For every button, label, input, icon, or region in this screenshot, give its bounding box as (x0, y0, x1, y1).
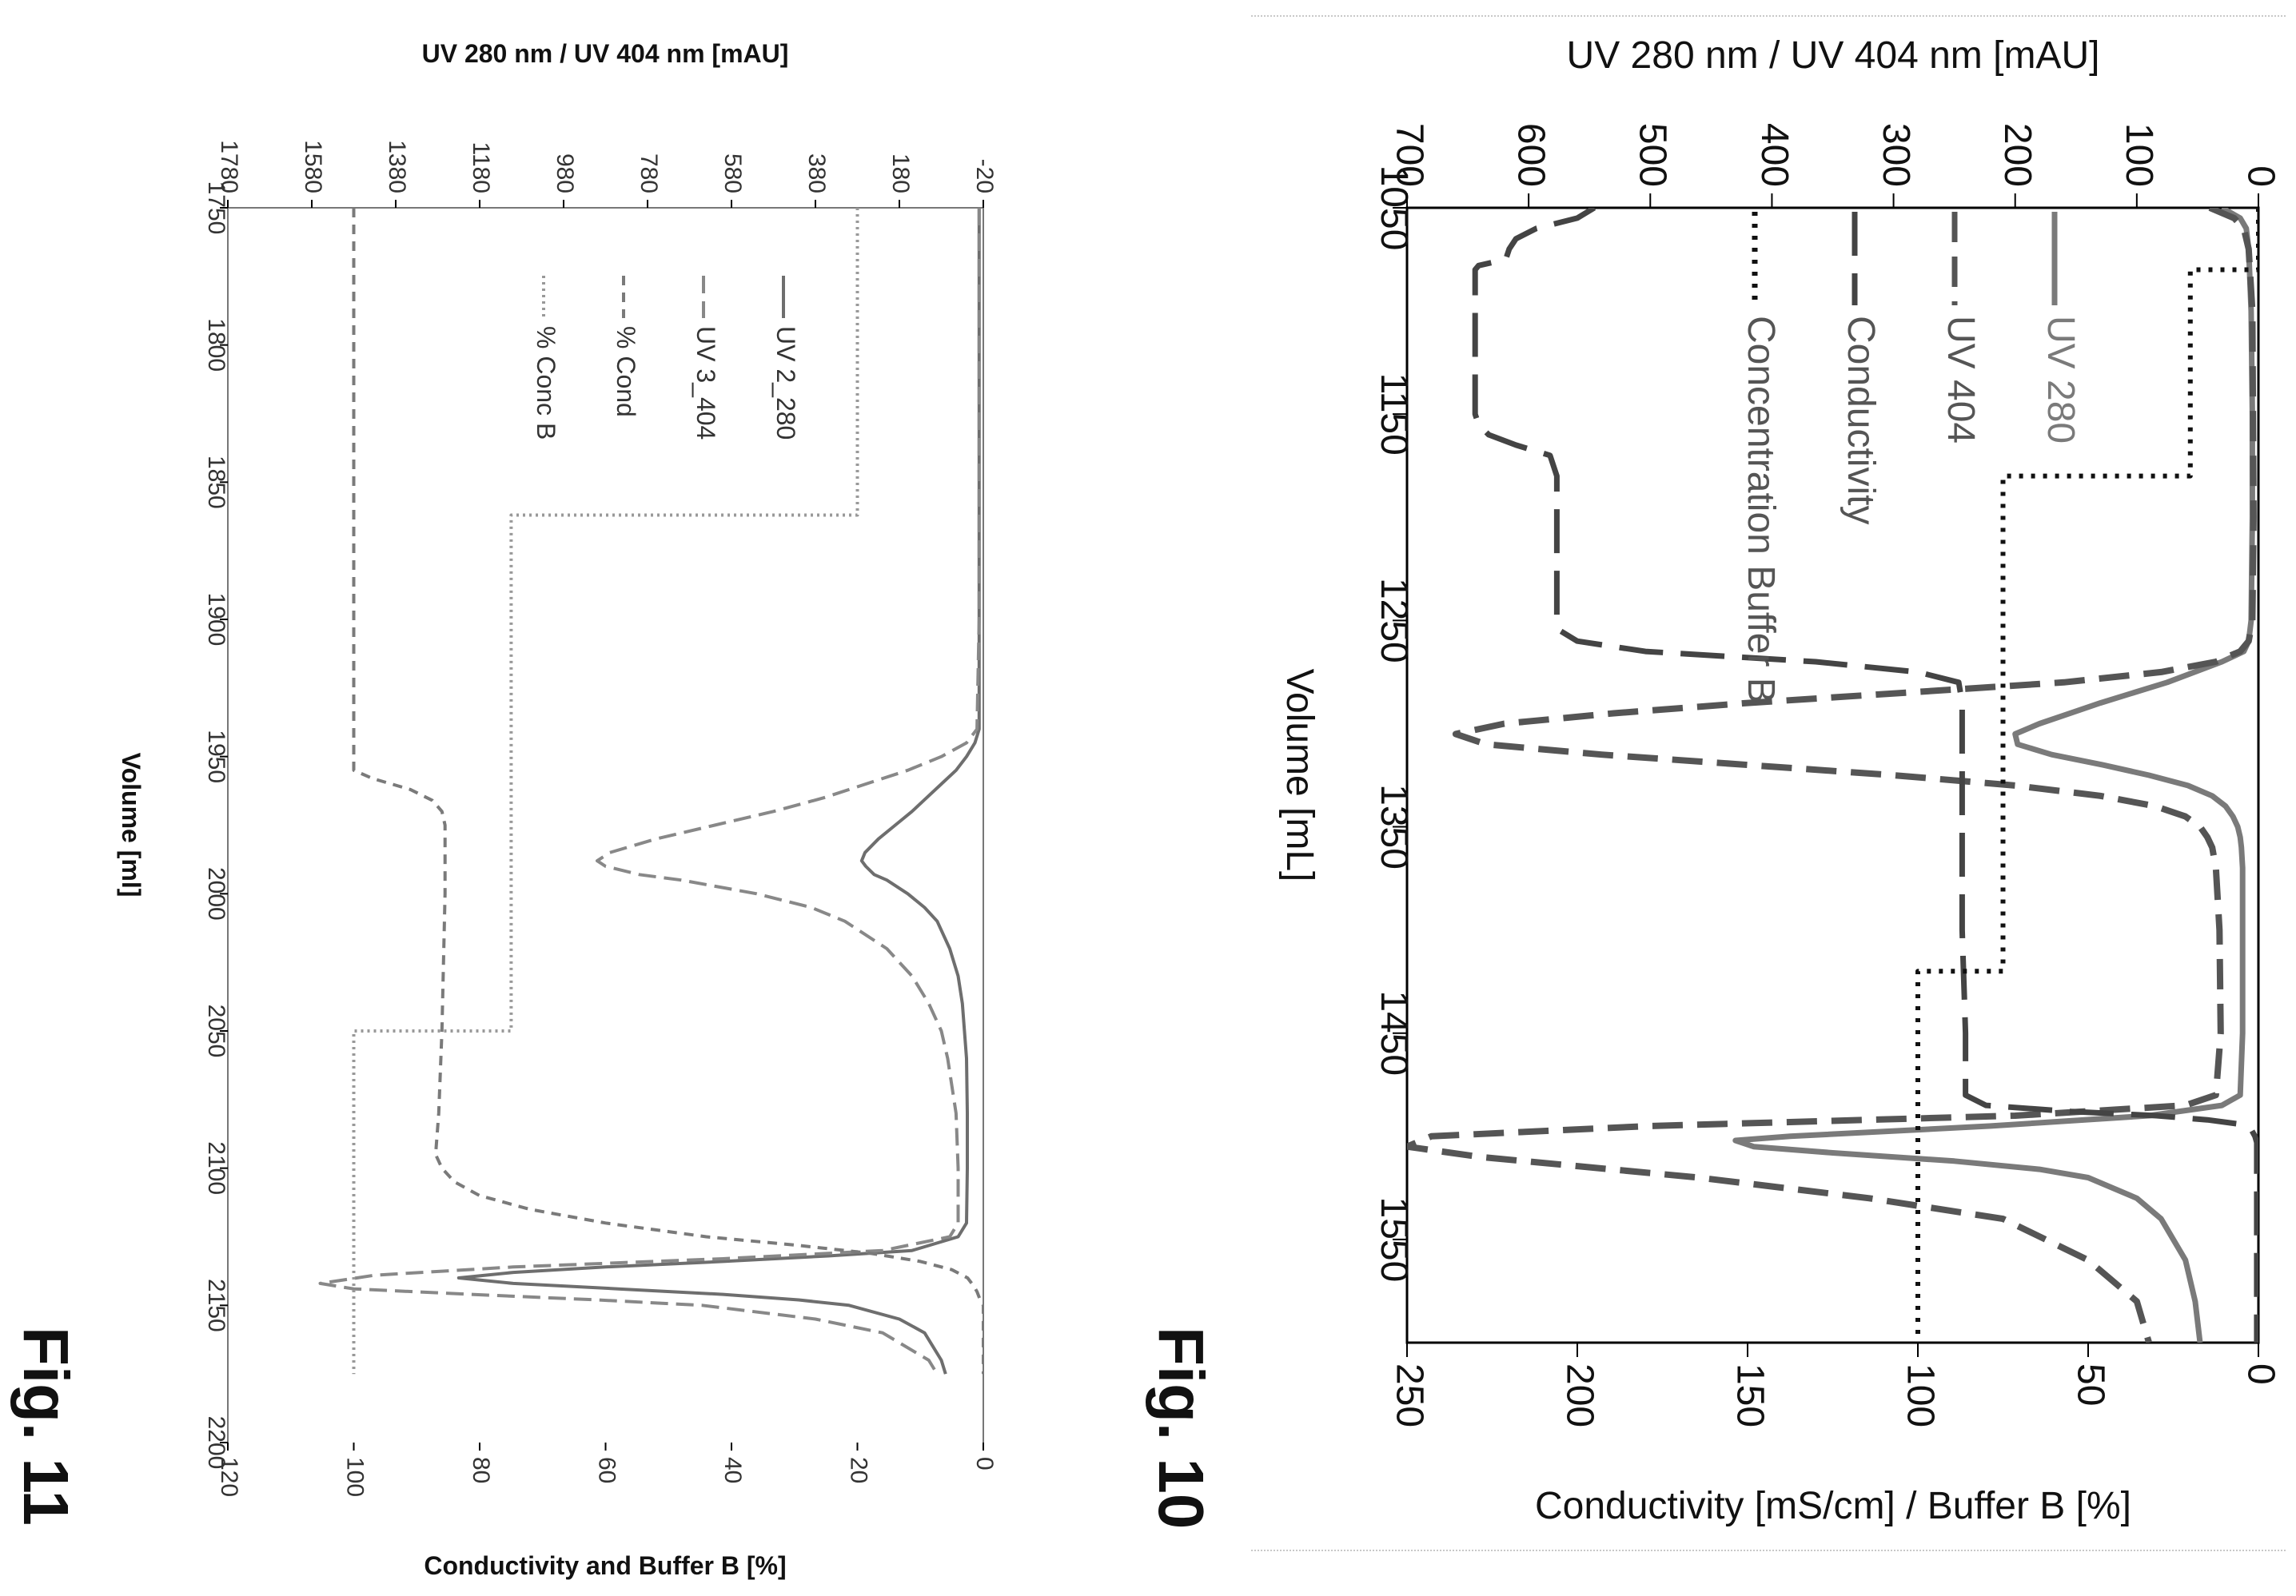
fig10-axes: 1050115012501350145015500100200300400500… (1373, 123, 2282, 1427)
fig11-uv-tick-label: 380 (803, 153, 830, 193)
fig11-uv-tick-label: 1780 (216, 140, 242, 193)
fig10-label: Fig. 10 (1146, 1327, 1217, 1529)
fig11-uv-tick-label: 180 (887, 153, 914, 193)
fig11-series--conc-b (352, 208, 859, 1375)
fig11-uv-tick-label: 980 (552, 153, 578, 193)
fig10-series-uv-280 (1732, 208, 2255, 1343)
fig10-series (1407, 208, 2258, 1343)
fig11-x-tick-label: 1750 (203, 181, 229, 235)
fig10-x-tick-label: 1550 (1373, 1197, 1415, 1283)
fig11-legend-label-uv280: UV 2_280 (771, 326, 800, 440)
fig10-uv-tick-label: 700 (1388, 123, 1430, 187)
fig10-uv-tick-label: 600 (1509, 123, 1552, 187)
fig11-legend-label-uv404: UV 3_404 (692, 326, 720, 440)
fig10-series-uv-404 (1407, 208, 2257, 1343)
fig11-cond-axis-title: Conductivity and Buffer B [%] (424, 1551, 786, 1580)
fig11-label: Fig. 11 (10, 1327, 82, 1526)
fig11-x-tick-label: 1950 (203, 730, 229, 783)
fig10-legend-label-conductivity: Conductivity (1840, 316, 1882, 524)
fig10-x-tick-label: 1250 (1373, 578, 1415, 663)
fig10-cond-axis-title: Conductivity [mS/cm] / Buffer B [%] (1535, 1485, 2131, 1527)
fig11-uv-tick-label: 580 (719, 153, 746, 193)
fig10-series-concentration-buffer-b (1915, 208, 2258, 1343)
fig10-uv-tick-label: 0 (2239, 165, 2282, 187)
fig11-cond-tick-label: 120 (216, 1457, 242, 1497)
fig10-uv-tick-label: 500 (1632, 123, 1674, 187)
fig10-legend: UV 280 UV 404 Conductivity Concentration… (1740, 212, 2082, 703)
fig11-x-axis-title: Volume [ml] (117, 753, 145, 898)
fig11-x-tick-label: 2150 (203, 1279, 229, 1332)
fig11-axes: 1750180018501900195020002050210021502200… (203, 140, 998, 1497)
fig10-cond-tick-label: 150 (1728, 1363, 1771, 1427)
fig10-cond-tick-label: 100 (1899, 1363, 1941, 1427)
fig11-x-tick-label: 1800 (203, 318, 229, 372)
fig10-uv-axis-title: UV 280 nm / UV 404 nm [mAU] (1567, 34, 2100, 77)
fig10-series-conductivity (1472, 208, 2258, 1343)
fig11-uv-tick-label: 1580 (300, 140, 326, 193)
fig10-chart: 1050115012501350145015500100200300400500… (1146, 34, 2282, 1529)
fig11-x-tick-label: 1900 (203, 593, 229, 647)
fig10-x-tick-label: 1050 (1373, 165, 1415, 251)
fig11-cond-tick-label: 100 (342, 1457, 369, 1497)
fig11-uv-tick-label: 780 (636, 153, 662, 193)
fig10-uv-tick-label: 200 (1996, 123, 2039, 187)
fig11-cond-tick-label: 0 (971, 1457, 998, 1471)
fig11-x-tick-label: 1850 (203, 456, 229, 509)
fig10-cond-tick-label: 50 (2069, 1363, 2111, 1406)
fig11-x-tick-label: 2200 (203, 1416, 229, 1470)
fig10-cond-tick-label: 250 (1388, 1363, 1430, 1427)
fig11-uv-axis-title: UV 280 nm / UV 404 nm [mAU] (422, 39, 789, 68)
fig10-plot-area (1405, 206, 2260, 1344)
fig11-cond-tick-label: 80 (468, 1457, 494, 1483)
fig11-legend-label-concb: % Conc B (532, 326, 560, 440)
fig10-legend-label-bufferb: Concentration Buffer B (1740, 316, 1782, 703)
fig10-x-tick-label: 1350 (1373, 784, 1415, 870)
fig11-x-tick-label: 2100 (203, 1141, 229, 1195)
fig11-cond-tick-label: 20 (846, 1457, 872, 1483)
fig10-legend-label-uv404: UV 404 (1939, 316, 1982, 444)
fig10-uv-tick-label: 100 (2118, 123, 2160, 187)
fig10-x-tick-label: 1450 (1373, 990, 1415, 1076)
fig10-uv-tick-label: 300 (1875, 123, 1917, 187)
fig11-uv-tick-label: -20 (971, 159, 998, 193)
fig11-x-tick-label: 2000 (203, 867, 229, 921)
fig11-series--cond (352, 208, 983, 1375)
fig10-legend-label-uv280: UV 280 (2039, 316, 2082, 444)
fig10-x-tick-label: 1150 (1373, 373, 1415, 456)
fig11-cond-tick-label: 60 (594, 1457, 620, 1483)
fig11-legend-label-cond: % Cond (612, 326, 640, 417)
fig10-x-axis-title: Volume [mL] (1278, 669, 1321, 882)
fig11-series-uv-3-404 (318, 208, 981, 1375)
fig11-cond-tick-label: 40 (719, 1457, 746, 1483)
fig11-series (318, 208, 983, 1375)
fig11-chart: 1750180018501900195020002050210021502200… (10, 39, 998, 1580)
fig11-legend: UV 2_280 UV 3_404 % Cond % Conc B (532, 276, 800, 440)
fig11-series-uv-2-280 (456, 208, 981, 1375)
fig11-uv-tick-label: 1180 (468, 141, 494, 193)
fig11-x-tick-label: 2050 (203, 1005, 229, 1058)
fig11-uv-tick-label: 1380 (384, 140, 410, 193)
fig10-cond-tick-label: 0 (2239, 1363, 2282, 1385)
fig10-uv-tick-label: 400 (1753, 123, 1796, 187)
fig10-cond-tick-label: 200 (1558, 1363, 1600, 1427)
